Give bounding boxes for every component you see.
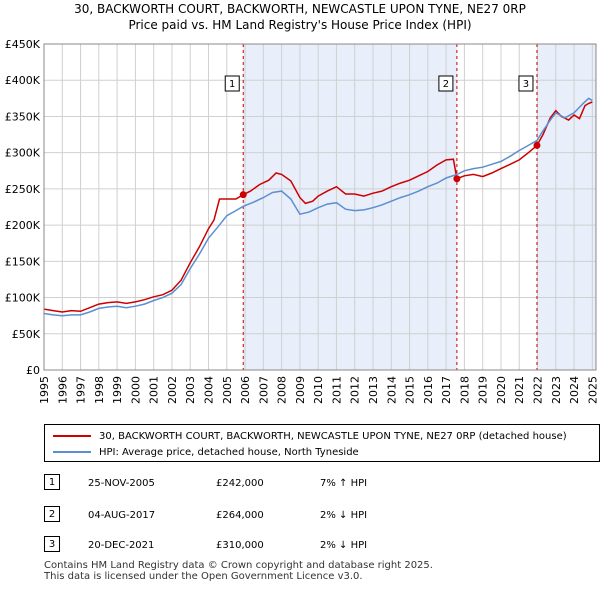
x-tick-label: 2022: [532, 376, 545, 404]
footer-licence: This data is licensed under the Open Gov…: [44, 571, 363, 582]
legend-swatch-hpi: [53, 451, 91, 453]
x-tick-label: 2018: [458, 376, 471, 404]
hpi-line: [43, 97, 593, 317]
x-tick-label: 2004: [203, 376, 216, 404]
x-tick-label: 2017: [440, 376, 453, 404]
x-tick-label: 1996: [56, 376, 69, 404]
transaction-date: 25-NOV-2005: [88, 478, 155, 489]
y-tick-label: £300K: [5, 147, 41, 160]
x-tick-label: 2015: [404, 376, 417, 404]
shaded-region: [243, 44, 457, 370]
x-tick-label: 2010: [312, 376, 325, 404]
y-tick-label: £200K: [5, 219, 41, 232]
x-tick-label: 2021: [513, 376, 526, 404]
sale-marker-box: [438, 75, 454, 92]
x-tick-label: 2024: [568, 376, 581, 404]
x-tick-label: 2023: [550, 376, 563, 404]
sale-marker-label: 1: [229, 79, 235, 90]
y-tick-label: £350K: [5, 110, 41, 123]
transaction-date: 04-AUG-2017: [88, 510, 156, 521]
x-tick-label: 2013: [367, 376, 380, 404]
sale-point: [533, 141, 541, 149]
x-tick-label: 1998: [93, 376, 106, 404]
x-tick-label: 2002: [166, 376, 179, 404]
footer-note: Contains HM Land Registry data © Crown c…: [44, 560, 433, 582]
legend-label-property: 30, BACKWORTH COURT, BACKWORTH, NEWCASTL…: [99, 430, 567, 442]
shaded-region: [536, 44, 596, 370]
legend-label-hpi: HPI: Average price, detached house, Nort…: [99, 446, 359, 458]
x-tick-label: 2005: [221, 376, 234, 404]
sale-marker-box: [224, 75, 240, 92]
transaction-number: 2: [44, 506, 60, 522]
chart-legend: 30, BACKWORTH COURT, BACKWORTH, NEWCASTL…: [44, 424, 600, 462]
x-tick-label: 2001: [148, 376, 161, 404]
footer-copyright: Contains HM Land Registry data © Crown c…: [44, 560, 433, 571]
legend-item-hpi: HPI: Average price, detached house, Nort…: [53, 445, 359, 459]
y-tick-label: £50K: [12, 328, 41, 341]
transaction-price: £242,000: [216, 478, 264, 489]
transaction-price: £264,000: [216, 510, 264, 521]
y-tick-label: £100K: [5, 292, 41, 305]
x-tick-label: 2000: [129, 376, 142, 404]
sale-marker-label: 2: [443, 79, 449, 90]
transaction-hpi: 2% ↓ HPI: [320, 510, 368, 521]
x-tick-label: 2012: [349, 376, 362, 404]
x-tick-label: 2019: [477, 376, 490, 404]
transaction-hpi: 2% ↓ HPI: [320, 540, 368, 551]
x-tick-label: 2003: [184, 376, 197, 404]
transaction-number: 1: [44, 474, 60, 490]
sale-point: [239, 191, 247, 199]
x-tick-label: 1995: [38, 376, 51, 404]
x-tick-label: 2020: [495, 376, 508, 404]
y-tick-label: £0: [26, 364, 40, 377]
x-tick-label: 2014: [385, 376, 398, 404]
transaction-hpi: 7% ↑ HPI: [320, 478, 368, 489]
legend-item-property: 30, BACKWORTH COURT, BACKWORTH, NEWCASTL…: [53, 429, 567, 443]
x-tick-label: 2008: [276, 376, 289, 404]
x-tick-label: 2025: [586, 376, 599, 404]
y-tick-label: £150K: [5, 255, 41, 268]
y-tick-label: £450K: [5, 38, 41, 51]
x-tick-label: 2006: [239, 376, 252, 404]
transaction-number: 3: [44, 536, 60, 552]
y-tick-label: £400K: [5, 74, 41, 87]
x-tick-label: 1997: [75, 376, 88, 404]
chart-title-line1: 30, BACKWORTH COURT, BACKWORTH, NEWCASTL…: [74, 2, 526, 16]
chart-title-line2: Price paid vs. HM Land Registry's House …: [128, 18, 472, 32]
transaction-date: 20-DEC-2021: [88, 540, 155, 551]
sale-marker-label: 3: [523, 79, 529, 90]
sale-marker-box: [518, 75, 534, 92]
legend-swatch-property: [53, 435, 91, 437]
x-tick-label: 2011: [330, 376, 343, 404]
transaction-price: £310,000: [216, 540, 264, 551]
plot-border: [43, 43, 597, 371]
y-tick-label: £250K: [5, 183, 41, 196]
x-tick-label: 2016: [422, 376, 435, 404]
x-tick-label: 2009: [294, 376, 307, 404]
x-tick-label: 2007: [257, 376, 270, 404]
sale-point: [453, 175, 461, 183]
property-price-line: [43, 101, 593, 313]
price-chart: 1 2 3 £0 £50K £100K £150K £200K £250K £300K £350K…: [5, 38, 600, 404]
x-tick-label: 1999: [111, 376, 124, 404]
